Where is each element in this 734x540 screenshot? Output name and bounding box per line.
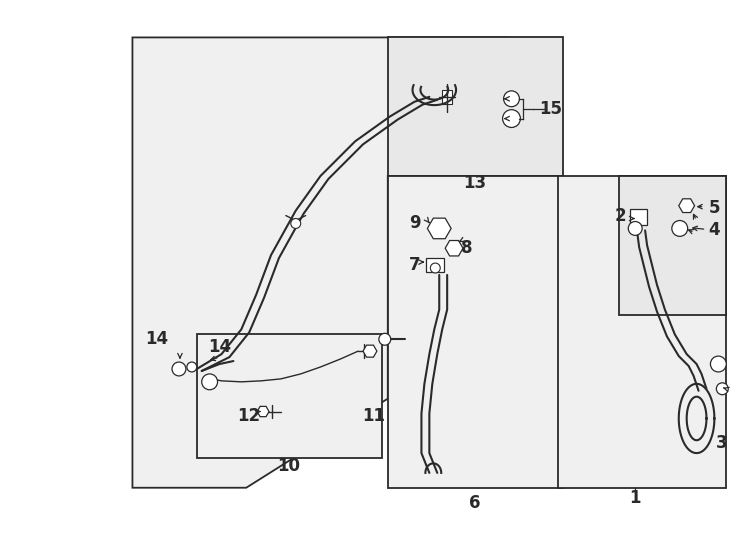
Bar (197, 334, 382, 458)
Circle shape (711, 356, 726, 372)
Bar (442, 90, 452, 104)
Bar (426, 258, 444, 272)
Circle shape (430, 263, 440, 273)
Circle shape (187, 362, 197, 372)
Circle shape (503, 110, 520, 127)
Text: 2: 2 (614, 207, 626, 225)
Circle shape (379, 333, 390, 345)
Text: 6: 6 (469, 494, 481, 511)
Text: 3: 3 (716, 434, 727, 452)
Bar (631, 208, 647, 226)
Bar (619, 176, 726, 314)
Circle shape (628, 221, 642, 235)
Circle shape (291, 219, 301, 228)
Text: 14: 14 (145, 330, 169, 348)
Bar (619, 176, 726, 314)
Circle shape (504, 91, 520, 107)
Bar (388, 37, 563, 176)
Circle shape (716, 383, 728, 395)
Text: 5: 5 (708, 199, 720, 217)
Text: 13: 13 (463, 174, 487, 192)
Text: 4: 4 (708, 221, 720, 239)
Circle shape (202, 374, 217, 390)
Bar (388, 176, 563, 488)
Bar (558, 176, 726, 488)
Polygon shape (132, 37, 509, 488)
Circle shape (172, 362, 186, 376)
Text: 1: 1 (630, 489, 641, 507)
Circle shape (672, 220, 688, 237)
Text: 9: 9 (409, 214, 421, 233)
Text: 15: 15 (539, 100, 562, 118)
Text: 10: 10 (277, 457, 300, 475)
Text: 12: 12 (238, 408, 261, 426)
Text: 11: 11 (363, 408, 385, 426)
Text: 7: 7 (409, 256, 421, 274)
Text: 8: 8 (461, 239, 473, 257)
Text: 14: 14 (208, 338, 231, 356)
